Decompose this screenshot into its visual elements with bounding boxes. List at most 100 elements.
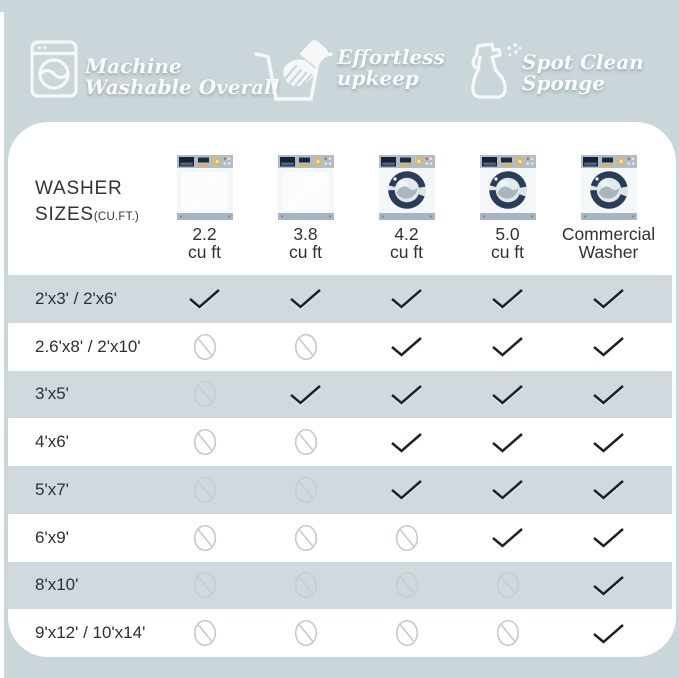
feature-label-spot-clean: Spot Clean Sponge [522, 52, 644, 94]
rug-size-label: 8'x10' [35, 575, 79, 595]
table-row: 8'x10' [8, 561, 672, 610]
cell-check-icon [154, 288, 255, 310]
rug-size-label: 4'x6' [35, 432, 69, 452]
table-row: 9'x12' / 10'x14' [8, 609, 672, 657]
cell-check-icon [457, 479, 558, 501]
cell-check-icon [558, 479, 659, 501]
not-allowed-icon [193, 572, 216, 599]
cell-not-allowed-icon [154, 476, 255, 504]
cell-not-allowed-icon [255, 524, 356, 552]
cell-check-icon [457, 384, 558, 405]
not-allowed-icon [294, 428, 317, 456]
column-header-5-0: 5.0 cu ft [457, 122, 558, 275]
check-icon [593, 432, 624, 453]
column-label: Commercial Washer [561, 224, 656, 262]
cell-not-allowed-icon [356, 571, 457, 599]
check-icon [391, 432, 422, 453]
cell-check-icon [457, 432, 558, 453]
cell-not-allowed-icon [154, 619, 255, 647]
feature-line: Spot Clean [522, 50, 644, 74]
check-icon [593, 384, 624, 405]
check-icon [391, 480, 422, 501]
washing-machine-icon [30, 40, 78, 103]
not-allowed-icon [294, 333, 317, 360]
not-allowed-icon [294, 572, 317, 599]
feature-line: Washable Overall [85, 75, 280, 99]
washer-sizes-title-line2: SIZES(CU.FT.) [35, 204, 139, 225]
not-allowed-icon [193, 333, 216, 360]
cell-not-allowed-icon [255, 428, 356, 456]
cell-check-icon [558, 527, 659, 548]
spray-bottle-icon [468, 40, 526, 107]
feature-line: Sponge [522, 71, 606, 95]
washer-sizes-title-line1: WASHER [35, 178, 123, 199]
column-label: 3.8 cu ft [288, 224, 323, 262]
check-icon [391, 384, 422, 405]
feature-line: Effortless [337, 45, 445, 69]
not-allowed-icon [193, 381, 216, 408]
cuft-suffix: (CU.FT.) [93, 211, 139, 223]
column-label: 5.0 cu ft [490, 224, 525, 262]
not-allowed-icon [294, 476, 317, 504]
cell-not-allowed-icon [255, 333, 356, 361]
not-allowed-icon [395, 572, 418, 599]
not-allowed-icon [193, 524, 216, 551]
column-header-2-2: 2.2 cu ft [154, 122, 255, 275]
compatibility-table: 2'x3' / 2'x6' 2.6'x8' / 2'x10' 3'x5' 4'x… [8, 275, 672, 657]
cell-not-allowed-icon [356, 619, 457, 647]
cell-check-icon [255, 384, 356, 405]
column-label: 2.2 cu ft [187, 224, 222, 262]
front-load-washer-image [479, 155, 536, 220]
table-row: 6'x9' [8, 514, 672, 562]
check-icon [492, 289, 523, 310]
check-icon [593, 623, 624, 644]
cell-check-icon [356, 336, 457, 357]
check-icon [290, 289, 321, 310]
table-row: 5'x7' [8, 466, 672, 514]
cell-not-allowed-icon [255, 571, 356, 599]
check-icon [492, 480, 523, 501]
cell-check-icon [558, 288, 659, 310]
cell-not-allowed-icon [457, 571, 558, 599]
rug-size-label: 2'x3' / 2'x6' [35, 288, 117, 308]
rug-size-label: 3'x5' [35, 384, 69, 404]
table-row: 2.6'x8' / 2'x10' [8, 323, 672, 371]
not-allowed-icon [294, 524, 317, 551]
feature-line: upkeep [337, 66, 419, 90]
check-icon [189, 289, 220, 310]
rug-size-label: 9'x12' / 10'x14' [35, 623, 146, 643]
check-icon [593, 337, 624, 357]
check-icon [391, 289, 422, 310]
column-header-commercial: Commercial Washer [558, 122, 659, 275]
cell-check-icon [558, 623, 659, 644]
cell-check-icon [457, 527, 558, 548]
cell-not-allowed-icon [356, 524, 457, 552]
feature-label-effortless-upkeep: Effortless upkeep [337, 47, 445, 89]
rug-size-label: 5'x7' [35, 479, 69, 499]
feature-label-machine-washable: Machine Washable Overall [85, 56, 279, 98]
table-header: WASHER SIZES(CU.FT.) [8, 122, 676, 275]
front-load-washer-image [378, 155, 435, 220]
top-load-washer-image [277, 155, 334, 220]
check-icon [290, 384, 321, 405]
cell-check-icon [457, 288, 558, 310]
column-header-4-2: 4.2 cu ft [356, 122, 457, 275]
check-icon [593, 480, 624, 501]
cell-check-icon [356, 432, 457, 453]
front-load-washer-image [580, 155, 637, 220]
check-icon [391, 337, 422, 357]
check-icon [593, 575, 624, 596]
check-icon [593, 289, 624, 310]
cell-check-icon [356, 384, 457, 405]
image-edge-strip [0, 12, 4, 678]
not-allowed-icon [193, 428, 216, 456]
cell-check-icon [356, 479, 457, 501]
column-header-3-8: 3.8 cu ft [255, 122, 356, 275]
cell-not-allowed-icon [154, 524, 255, 552]
cell-check-icon [457, 336, 558, 357]
cell-check-icon [356, 288, 457, 310]
table-row: 4'x6' [8, 418, 672, 466]
column-label: 4.2 cu ft [389, 224, 424, 262]
washer-size-compatibility-card: WASHER SIZES(CU.FT.) [8, 122, 676, 657]
not-allowed-icon [294, 619, 317, 647]
